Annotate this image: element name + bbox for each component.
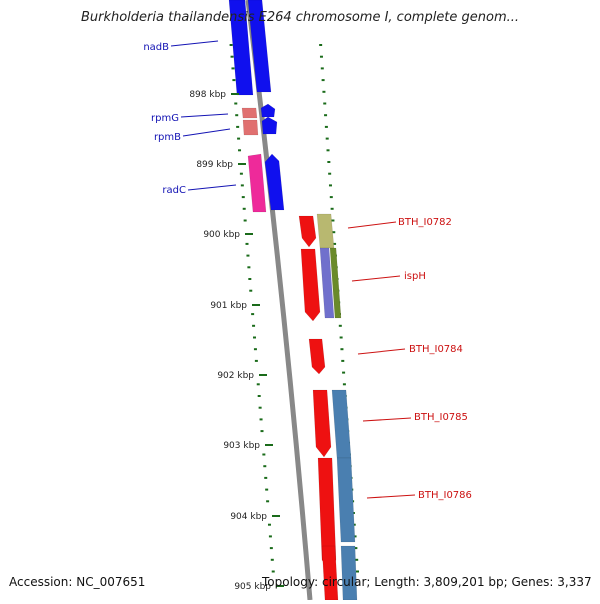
reverse-gene-arrow bbox=[321, 545, 339, 601]
ruler-tick-label: 904 kbp bbox=[230, 512, 267, 522]
cog-gene-steel bbox=[331, 389, 352, 459]
gene-label[interactable]: rpmB bbox=[154, 132, 181, 143]
gene-label[interactable]: BTH_I0785 bbox=[414, 412, 468, 423]
gene-leader-line bbox=[187, 184, 237, 191]
gene-leader-line bbox=[362, 417, 412, 422]
ruler-tick-label: 903 kbp bbox=[223, 441, 260, 451]
forward-gene-arrow bbox=[247, 0, 272, 93]
cog-gene-steel bbox=[336, 457, 356, 543]
radC-partner-gene bbox=[247, 153, 267, 213]
gene-leader-line bbox=[170, 40, 219, 47]
cog-gene-steel bbox=[340, 545, 358, 601]
topology-text: Topology: circular; Length: 3,809,201 bp… bbox=[262, 575, 592, 589]
gene-leader-line bbox=[366, 494, 416, 499]
forward-gene-arrow bbox=[228, 0, 254, 96]
gene-label[interactable]: ispH bbox=[404, 271, 426, 282]
ruler-tick-label: 900 kbp bbox=[203, 230, 240, 240]
rna-gene-rect bbox=[242, 119, 259, 136]
gene-labels: nadB rpmG rpmB radC BTH_I0782 ispH BTH_I0784 BT… bbox=[143, 40, 472, 501]
reverse-gene-arrow bbox=[312, 389, 332, 458]
gene-label[interactable]: radC bbox=[162, 185, 186, 196]
position-ruler: 898 kbp 899 kbp 900 kbp 901 kbp 902 kbp 903 k… bbox=[189, 90, 284, 592]
forward-gene-arrow bbox=[260, 103, 276, 118]
map-title: Burkholderia thailandensis E264 chromoso… bbox=[80, 10, 520, 25]
ruler-tick-label: 901 kbp bbox=[210, 301, 247, 311]
cog-gene-purple bbox=[319, 247, 335, 319]
gene-leader-line bbox=[347, 221, 397, 229]
ruler-tick-label: 905 kbp bbox=[234, 582, 271, 592]
ruler-tick-label: 902 kbp bbox=[217, 371, 254, 381]
accession-text: Accession: NC_007651 bbox=[9, 575, 146, 589]
ruler-tick-label: 898 kbp bbox=[189, 90, 226, 100]
reverse-gene-arrow bbox=[298, 215, 317, 248]
gene-label[interactable]: BTH_I0782 bbox=[398, 217, 452, 228]
ruler-tick-label: 899 kbp bbox=[196, 160, 233, 170]
reverse-gene-arrow bbox=[308, 338, 326, 375]
gene-leader-line bbox=[357, 348, 406, 355]
rna-gene-rect bbox=[241, 107, 258, 119]
gene-label[interactable]: nadB bbox=[143, 42, 169, 53]
gene-label[interactable]: BTH_I0784 bbox=[409, 344, 463, 355]
gene-features bbox=[228, 0, 358, 601]
cog-gene-olive bbox=[316, 213, 335, 249]
cog-gene-green bbox=[329, 247, 342, 319]
gene-label[interactable]: rpmG bbox=[151, 113, 179, 124]
gene-leader-line bbox=[180, 113, 229, 118]
forward-gene-arrow bbox=[264, 153, 285, 211]
gene-label[interactable]: BTH_I0786 bbox=[418, 490, 472, 501]
reverse-gene-arrow bbox=[300, 248, 321, 322]
forward-gene-arrow bbox=[261, 116, 278, 135]
gene-leader-line bbox=[351, 275, 401, 282]
gene-leader-line bbox=[182, 128, 231, 137]
